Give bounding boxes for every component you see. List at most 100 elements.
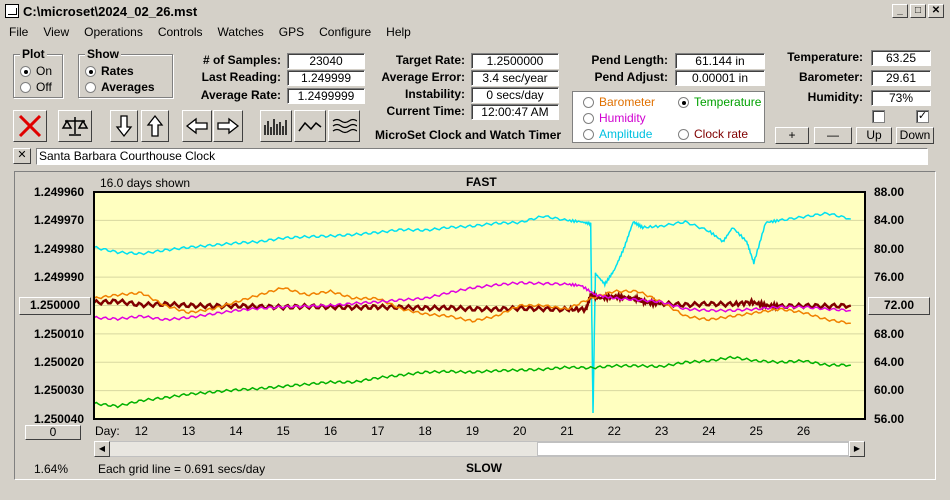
menu-configure[interactable]: Configure xyxy=(319,25,372,39)
radio-dot xyxy=(678,96,689,108)
radio-label: Off xyxy=(36,80,52,94)
scroll-up-button[interactable] xyxy=(141,110,169,142)
stop-button[interactable] xyxy=(13,110,47,142)
x-tick-label: 26 xyxy=(796,424,811,438)
days-shown-label: 16.0 days shown xyxy=(100,176,191,190)
y-left-tick: 1.250030 xyxy=(33,383,84,397)
menu-gps[interactable]: GPS xyxy=(278,25,305,39)
show-averages-radio[interactable]: Averages xyxy=(85,80,155,94)
y-right-center-button[interactable]: 72.00 xyxy=(868,297,930,315)
y-left-tick: 1.249980 xyxy=(33,242,84,256)
plot-off-radio[interactable]: Off xyxy=(20,80,52,94)
menu-view[interactable]: View xyxy=(43,25,70,39)
instability-label: Instability: xyxy=(404,87,465,101)
x-tick-label: 24 xyxy=(702,424,716,438)
instability-field: 0 secs/day xyxy=(471,87,559,103)
target-rate-field[interactable]: 1.2500000 xyxy=(471,53,559,69)
clock-name-field[interactable]: Santa Barbara Courthouse Clock xyxy=(36,148,928,165)
radio-dot xyxy=(85,81,96,93)
sensor-label: Temperature xyxy=(694,95,762,109)
arrow-right-icon xyxy=(217,117,240,135)
y-left-tick: 1.250040 xyxy=(33,412,84,426)
slow-label: SLOW xyxy=(466,461,502,475)
checkbox-2[interactable]: ✓ xyxy=(916,110,929,123)
scroll-right-button[interactable] xyxy=(213,110,243,142)
current-time-label: Current Time: xyxy=(386,104,465,118)
menu-watches[interactable]: Watches xyxy=(217,25,264,39)
menu-operations[interactable]: Operations xyxy=(84,25,143,39)
samples-field: 23040 xyxy=(287,53,365,69)
x-tick-label: 15 xyxy=(276,424,290,438)
target-rate-label: Target Rate: xyxy=(395,53,465,67)
barometer-label: Barometer: xyxy=(798,70,863,84)
plus-button[interactable]: + xyxy=(775,127,809,144)
amplitude-line xyxy=(93,211,851,414)
zero-button[interactable]: 0 xyxy=(25,425,81,440)
scroll-left-button[interactable] xyxy=(182,110,212,142)
show-rates-radio[interactable]: Rates xyxy=(85,64,134,78)
y-right-tick: 60.00 xyxy=(874,383,905,397)
sensor-amplitude-radio[interactable]: Amplitude xyxy=(583,127,652,141)
pend-length-field[interactable]: 61.144 in xyxy=(675,53,765,69)
clock-rate-line xyxy=(93,289,852,315)
scrollbar-thumb[interactable] xyxy=(537,442,849,456)
menu-file[interactable]: File xyxy=(9,25,29,39)
x-tick-label: 25 xyxy=(749,424,763,438)
y-left-center-button[interactable]: 1.250000 xyxy=(19,297,91,315)
up-button[interactable]: Up xyxy=(856,127,892,144)
close-window-button[interactable]: ✕ xyxy=(928,4,944,18)
line-graph-button[interactable] xyxy=(294,110,326,142)
down-button[interactable]: Down xyxy=(896,127,934,144)
menu-help[interactable]: Help xyxy=(386,25,411,39)
y-left-tick: 1.250010 xyxy=(33,327,84,341)
arrow-up-icon xyxy=(146,114,164,137)
average-rate-label: Average Rate: xyxy=(200,88,281,102)
sensor-label: Humidity xyxy=(599,111,646,125)
chart-panel xyxy=(14,171,936,480)
x-tick-label: 19 xyxy=(465,424,480,438)
pend-adjust-field[interactable]: 0.00001 in xyxy=(675,70,765,86)
close-clock-button[interactable]: ✕ xyxy=(13,148,31,164)
y-right-tick: 64.00 xyxy=(874,355,905,369)
radio-label: On xyxy=(36,64,53,78)
waves-icon xyxy=(332,118,357,134)
maximize-button[interactable]: □ xyxy=(910,4,926,18)
pend-length-label: Pend Length: xyxy=(591,53,668,67)
radio-dot xyxy=(20,65,31,77)
y-left-tick: 1.249970 xyxy=(33,213,84,227)
bar-graph-button[interactable] xyxy=(260,110,292,142)
window-title: C:\microset\2024_02_26.mst xyxy=(23,3,198,19)
y-right-tick: 76.00 xyxy=(874,270,905,284)
menu-bar: File View Operations Controls Watches GP… xyxy=(0,22,950,42)
sensor-humidity-radio[interactable]: Humidity xyxy=(583,111,646,125)
y-right-tick: 56.00 xyxy=(874,412,905,426)
scroll-right-arrow[interactable]: ▶ xyxy=(849,441,865,457)
sensor-barometer-radio[interactable]: Barometer xyxy=(583,95,655,109)
radio-dot xyxy=(85,65,96,77)
checkbox-1[interactable] xyxy=(872,110,885,123)
minimize-button[interactable]: _ xyxy=(892,4,908,18)
scroll-left-arrow[interactable]: ◀ xyxy=(94,441,110,457)
x-tick-label: 14 xyxy=(229,424,243,438)
menu-controls[interactable]: Controls xyxy=(157,25,203,39)
fast-label: FAST xyxy=(466,175,497,189)
wave-graph-button[interactable] xyxy=(328,110,360,142)
x-tick-label: 23 xyxy=(654,424,669,438)
show-group: Show xyxy=(78,47,173,98)
x-tick-label: 20 xyxy=(513,424,527,438)
minus-button[interactable]: — xyxy=(814,127,852,144)
arrow-left-icon xyxy=(185,117,208,135)
sensor-temperature-radio[interactable]: Temperature xyxy=(678,95,761,109)
percent-label: 1.64% xyxy=(34,462,69,476)
humidity-field: 73% xyxy=(871,90,931,106)
temperature-field: 63.25 xyxy=(871,50,931,66)
x-tick-label: 22 xyxy=(607,424,621,438)
plot-on-radio[interactable]: On xyxy=(20,64,52,78)
scroll-down-button[interactable] xyxy=(110,110,138,142)
sensor-clock-rate-radio[interactable]: Clock rate xyxy=(678,127,748,141)
pend-adjust-label: Pend Adjust: xyxy=(594,70,668,84)
balance-button[interactable] xyxy=(58,110,92,142)
x-tick-label: 13 xyxy=(181,424,196,438)
y-left-tick: 1.249960 xyxy=(33,185,84,199)
plot-group: Plot xyxy=(13,47,63,98)
